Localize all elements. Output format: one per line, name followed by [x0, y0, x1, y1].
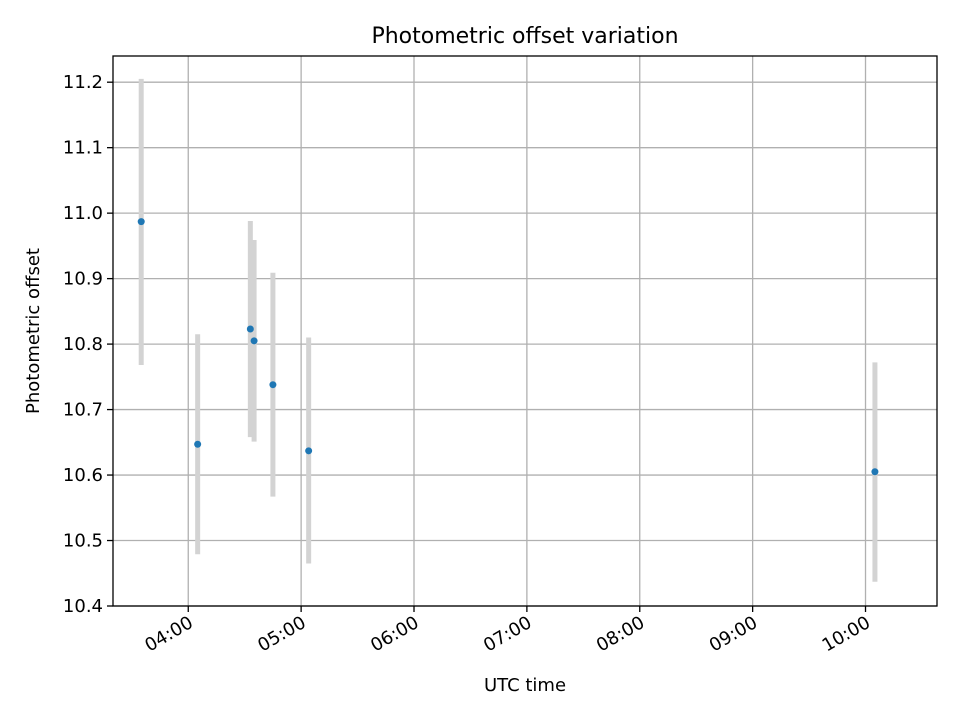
data-point — [305, 447, 313, 455]
y-tick-label: 10.5 — [63, 531, 103, 552]
data-points — [137, 218, 879, 476]
y-tick-label: 10.6 — [63, 465, 103, 486]
plot-frame — [112, 55, 938, 607]
data-point — [246, 325, 254, 333]
chart-title: Photometric offset variation — [371, 24, 678, 49]
y-tick-label: 11.2 — [63, 72, 103, 93]
y-tick-label: 10.8 — [63, 334, 103, 355]
y-tick-label: 11.0 — [63, 203, 103, 224]
x-tick-label: 06:00 — [367, 612, 422, 656]
grid — [113, 56, 937, 607]
y-tick-label: 10.7 — [63, 400, 103, 421]
x-tick-label: 04:00 — [141, 612, 196, 656]
x-axis-ticks: 04:00 05:00 06:00 07:00 08:00 09:00 10:00 — [141, 606, 874, 656]
data-point — [194, 440, 202, 448]
x-tick-label: 08:00 — [593, 612, 648, 656]
data-point — [871, 468, 879, 476]
y-tick-label: 10.4 — [63, 596, 103, 617]
x-tick-label: 10:00 — [819, 612, 874, 656]
x-tick-label: 09:00 — [706, 612, 761, 656]
y-axis-label: Photometric offset — [23, 248, 44, 414]
data-point — [137, 218, 145, 226]
y-tick-label: 10.9 — [63, 269, 103, 290]
x-tick-label: 05:00 — [254, 612, 309, 656]
y-axis-ticks: 10.4 10.5 10.6 10.7 10.8 10.9 11.0 11.1 11.2 — [63, 72, 113, 617]
y-tick-label: 11.1 — [63, 138, 103, 159]
data-point — [269, 381, 277, 389]
data-point — [250, 337, 258, 345]
x-axis-label: UTC time — [484, 675, 566, 696]
x-tick-label: 07:00 — [480, 612, 535, 656]
